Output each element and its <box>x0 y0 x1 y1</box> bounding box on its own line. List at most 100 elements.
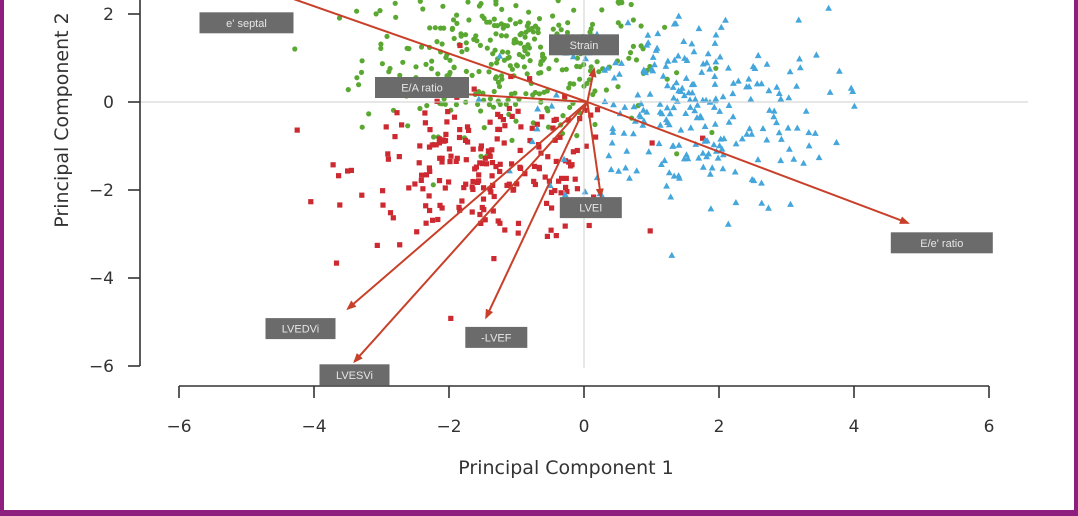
data-point-red <box>478 220 484 226</box>
data-point-green <box>512 101 519 107</box>
data-point-green <box>500 25 506 31</box>
data-point-blue <box>699 96 707 103</box>
data-point-blue <box>836 67 843 74</box>
data-point-green <box>503 33 509 39</box>
data-point-red <box>440 137 446 143</box>
data-point-red <box>463 157 469 163</box>
loading-arrow <box>587 101 910 224</box>
data-point-green <box>615 20 621 26</box>
data-point-red <box>457 127 463 133</box>
data-point-green <box>596 69 602 75</box>
data-point-red <box>456 134 463 141</box>
y-tick-label: −4 <box>89 269 114 289</box>
data-point-red <box>439 205 445 211</box>
loading-label-text: e' septal <box>226 18 267 30</box>
data-point-green <box>417 0 423 4</box>
data-point-blue <box>626 174 633 181</box>
data-point-green <box>423 61 429 67</box>
data-point-red <box>491 193 497 200</box>
data-point-red <box>508 73 514 80</box>
x-tick-label: 0 <box>579 417 590 437</box>
data-point-red <box>487 119 493 125</box>
data-point-blue <box>711 72 719 79</box>
data-point-red <box>515 108 521 114</box>
data-point-red <box>470 178 476 185</box>
data-point-green <box>476 68 482 75</box>
data-point-red <box>426 144 433 150</box>
data-point-red <box>482 155 488 161</box>
data-point-red <box>487 186 493 192</box>
data-point-blue <box>675 87 682 94</box>
data-point-blue <box>805 129 813 136</box>
data-point-green <box>499 76 505 82</box>
data-point-blue <box>529 138 536 145</box>
data-point-green <box>540 51 546 57</box>
data-point-red <box>495 126 501 132</box>
data-point-red <box>473 164 479 170</box>
data-point-red <box>394 110 400 116</box>
data-point-blue <box>716 53 724 60</box>
data-point-green <box>435 71 441 77</box>
data-point-red <box>562 93 568 99</box>
data-point-green <box>513 62 520 68</box>
data-point-red <box>434 98 440 104</box>
loading-arrow <box>586 101 604 199</box>
data-point-green <box>508 91 514 97</box>
data-point-blue <box>670 104 678 111</box>
data-point-blue <box>717 135 725 142</box>
data-point-blue <box>699 149 707 156</box>
data-point-blue <box>793 82 800 89</box>
data-point-green <box>503 101 509 107</box>
loading-label: Strain <box>549 34 619 56</box>
data-point-red <box>522 171 528 177</box>
data-point-green <box>429 58 435 64</box>
data-point-red <box>457 207 463 213</box>
data-point-blue <box>622 164 629 171</box>
x-tick-label: 6 <box>984 417 995 437</box>
data-point-green <box>550 13 556 19</box>
data-point-green <box>477 42 483 49</box>
loading-label: -LVEF <box>465 326 528 348</box>
data-point-green <box>559 67 565 73</box>
data-point-red <box>478 146 484 152</box>
data-point-blue <box>643 41 651 48</box>
data-point-green <box>638 23 644 29</box>
data-point-red <box>419 172 425 178</box>
data-point-blue <box>656 121 664 128</box>
loading-label-box <box>319 364 390 386</box>
data-point-red <box>453 158 459 164</box>
data-point-blue <box>711 80 719 87</box>
data-point-blue <box>633 167 641 174</box>
data-point-green <box>491 88 497 95</box>
data-point-blue <box>790 155 798 162</box>
data-point-red <box>430 217 436 223</box>
data-point-blue <box>795 16 803 23</box>
data-point-green <box>564 29 571 36</box>
data-point-blue <box>665 169 673 176</box>
loading-label-box <box>199 12 294 34</box>
data-point-red <box>470 146 476 152</box>
data-point-red <box>471 86 477 92</box>
x-tick-label: −6 <box>166 417 191 437</box>
data-point-green <box>473 33 479 39</box>
data-point-blue <box>773 83 781 90</box>
data-point-green <box>512 36 518 42</box>
data-point-green <box>507 17 513 23</box>
data-point-red <box>514 181 520 187</box>
data-point-red <box>553 233 559 239</box>
data-point-blue <box>688 80 696 88</box>
data-point-green <box>373 11 379 17</box>
data-point-red <box>478 143 484 149</box>
data-point-green <box>493 1 499 7</box>
data-point-blue <box>708 164 716 171</box>
data-point-green <box>449 26 455 32</box>
x-tick-label: −2 <box>436 417 461 437</box>
loading-label: e' septal <box>199 12 294 34</box>
data-point-blue <box>561 191 569 198</box>
data-point-red <box>439 155 445 161</box>
data-point-red <box>469 209 475 215</box>
data-point-blue <box>719 165 727 172</box>
data-point-blue <box>716 107 724 114</box>
data-point-blue <box>643 108 651 115</box>
data-point-blue <box>718 145 726 152</box>
